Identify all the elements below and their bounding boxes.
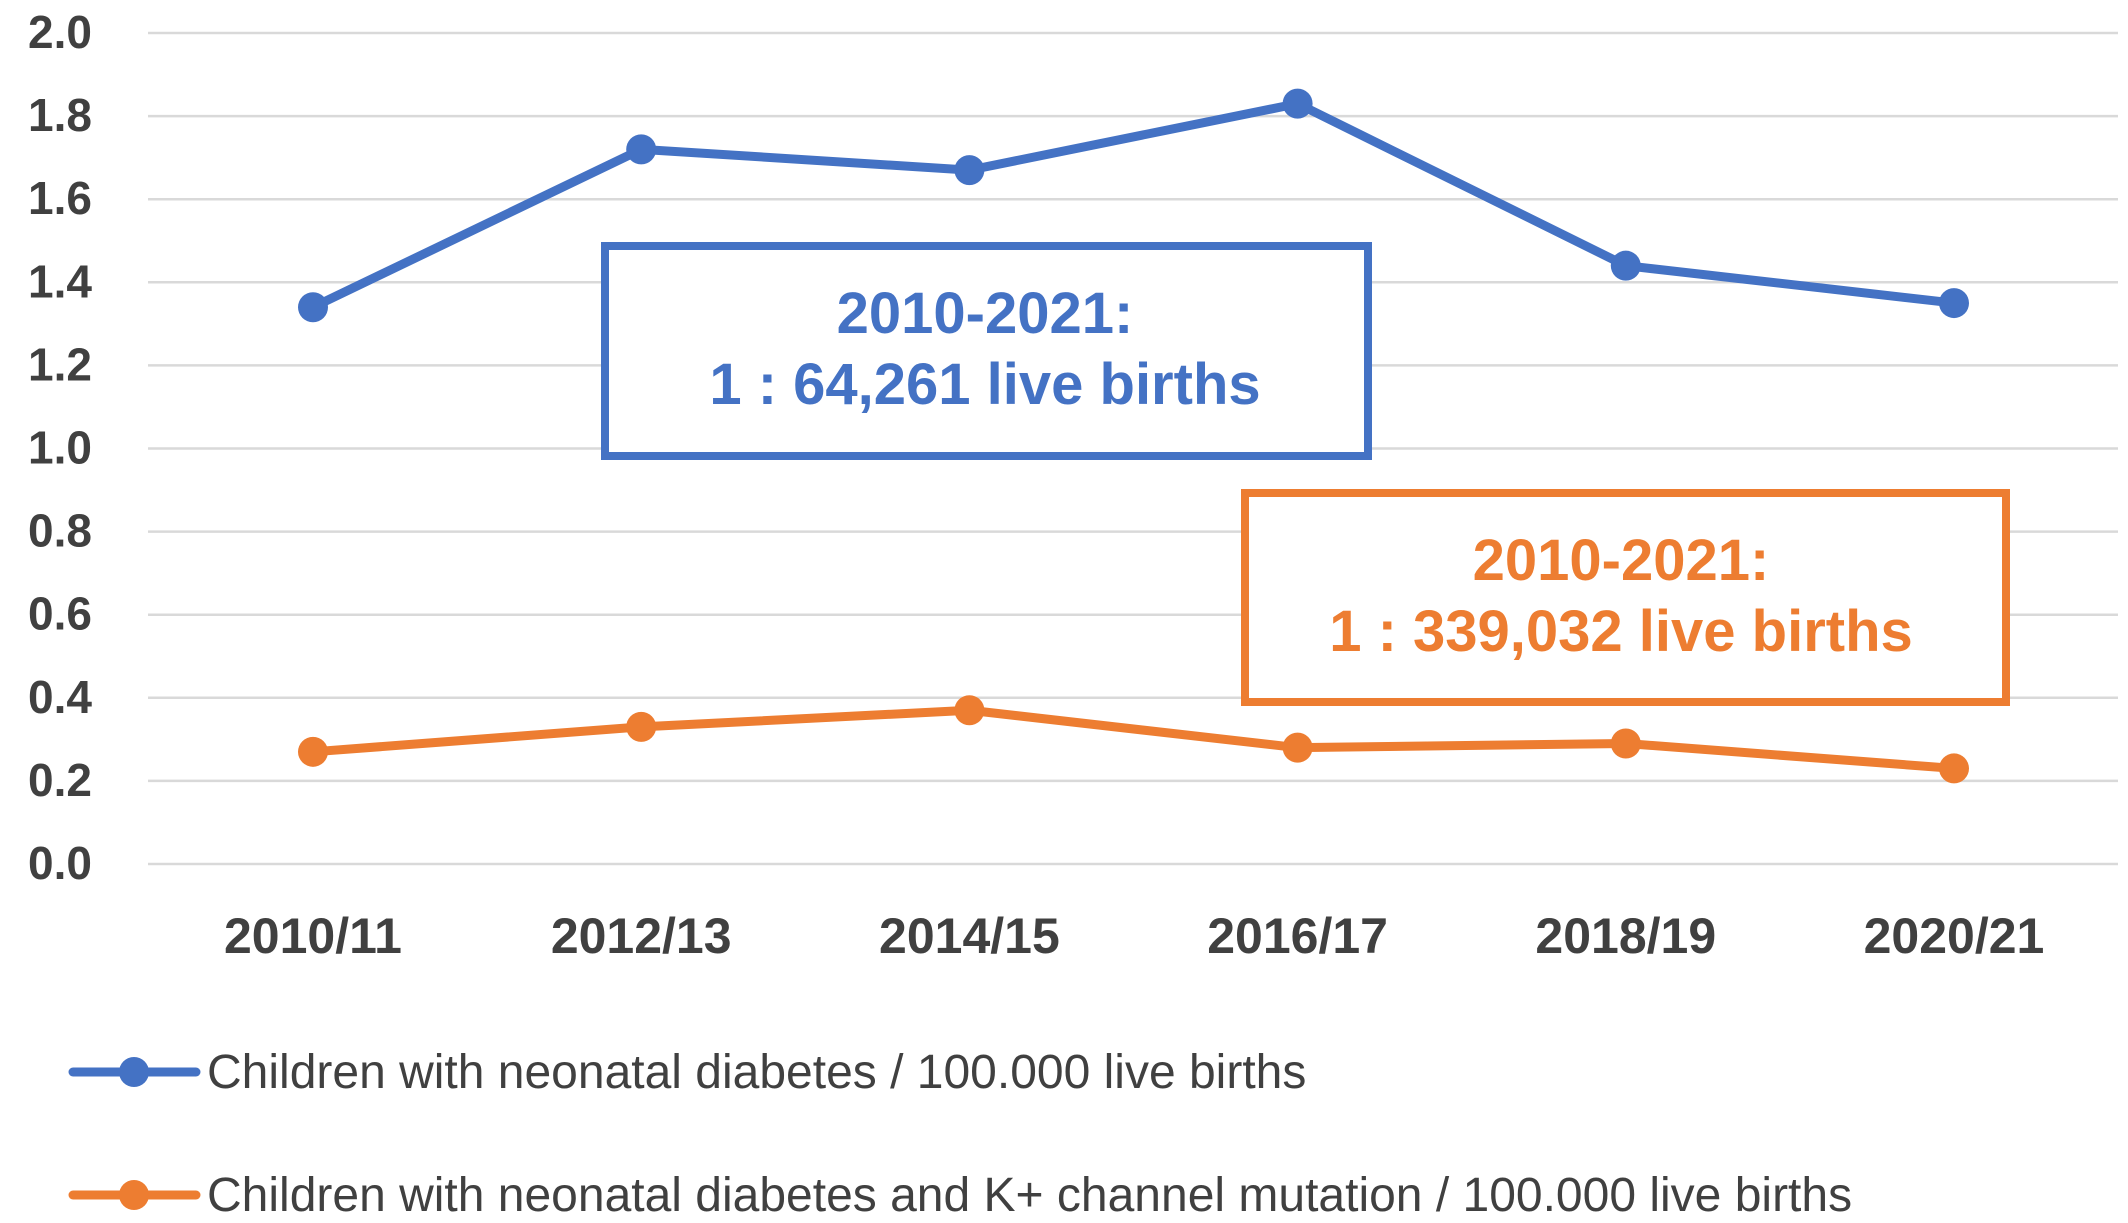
data-point [1610,250,1641,281]
y-tick-label: 1.2 [28,338,92,390]
y-tick-label: 1.0 [28,422,92,474]
x-tick-label: 2012/13 [551,908,732,964]
data-point [1939,288,1969,319]
legend-marker [119,1180,149,1210]
annotation-line1: 2010-2021: [1473,528,1770,593]
series-line [308,705,1959,773]
y-tick-label: 1.8 [28,89,92,141]
annotation-frame [1241,489,2010,706]
legend-label: Children with neonatal diabetes / 100.00… [207,1046,1306,1099]
x-tick-label: 2018/19 [1535,908,1716,964]
y-tick-label: 2.0 [28,6,92,58]
annotations: 2010-2021:1 : 64,261 live births2010-202… [601,242,2010,706]
legend-item: Children with neonatal diabetes and K+ c… [68,1169,1852,1222]
data-point [626,711,657,742]
data-point [298,736,328,767]
y-tick-label: 0.8 [28,505,92,557]
data-point [1610,728,1641,759]
x-tick-label: 2014/15 [879,908,1060,964]
y-tick-label: 0.4 [28,671,92,723]
legend-item: Children with neonatal diabetes / 100.00… [68,1046,1306,1099]
x-tick-label: 2010/11 [224,908,402,964]
y-tick-label: 0.0 [28,837,92,889]
x-axis-tick-labels: 2010/11 2012/13 2014/15 2016/17 2018/19 2020/… [224,908,2044,964]
legend-label: Children with neonatal diabetes and K+ c… [207,1169,1852,1222]
annotation-box: 2010-2021:1 : 64,261 live births [601,242,1372,460]
data-point [1282,732,1313,763]
series-line [308,99,1959,312]
y-tick-label: 0.6 [28,588,92,640]
annotation-box: 2010-2021:1 : 339,032 live births [1241,489,2010,706]
y-axis-tick-labels: 0.0 0.2 0.4 0.6 0.8 1.0 1.2 1.4 1.6 1.8 2.0 [28,6,92,889]
data-point [1939,753,1969,784]
y-tick-label: 0.2 [28,754,92,806]
annotation-frame [601,242,1372,460]
data-point [298,292,328,323]
data-point [954,155,985,186]
y-tick-label: 1.4 [28,255,92,307]
data-point [626,134,657,165]
legend: Children with neonatal diabetes / 100.00… [68,1046,1852,1222]
legend-marker [119,1057,149,1087]
y-tick-label: 1.6 [28,172,92,224]
data-point [1282,88,1313,119]
x-tick-label: 2020/21 [1864,908,2045,964]
x-tick-label: 2016/17 [1207,908,1388,964]
series [298,88,1969,784]
annotation-line1: 2010-2021: [837,281,1134,346]
annotation-line2: 1 : 64,261 live births [709,352,1260,417]
data-point [954,695,985,726]
series-2 [298,695,1969,784]
annotation-line2: 1 : 339,032 live births [1329,599,1913,664]
series-1 [298,88,1969,323]
